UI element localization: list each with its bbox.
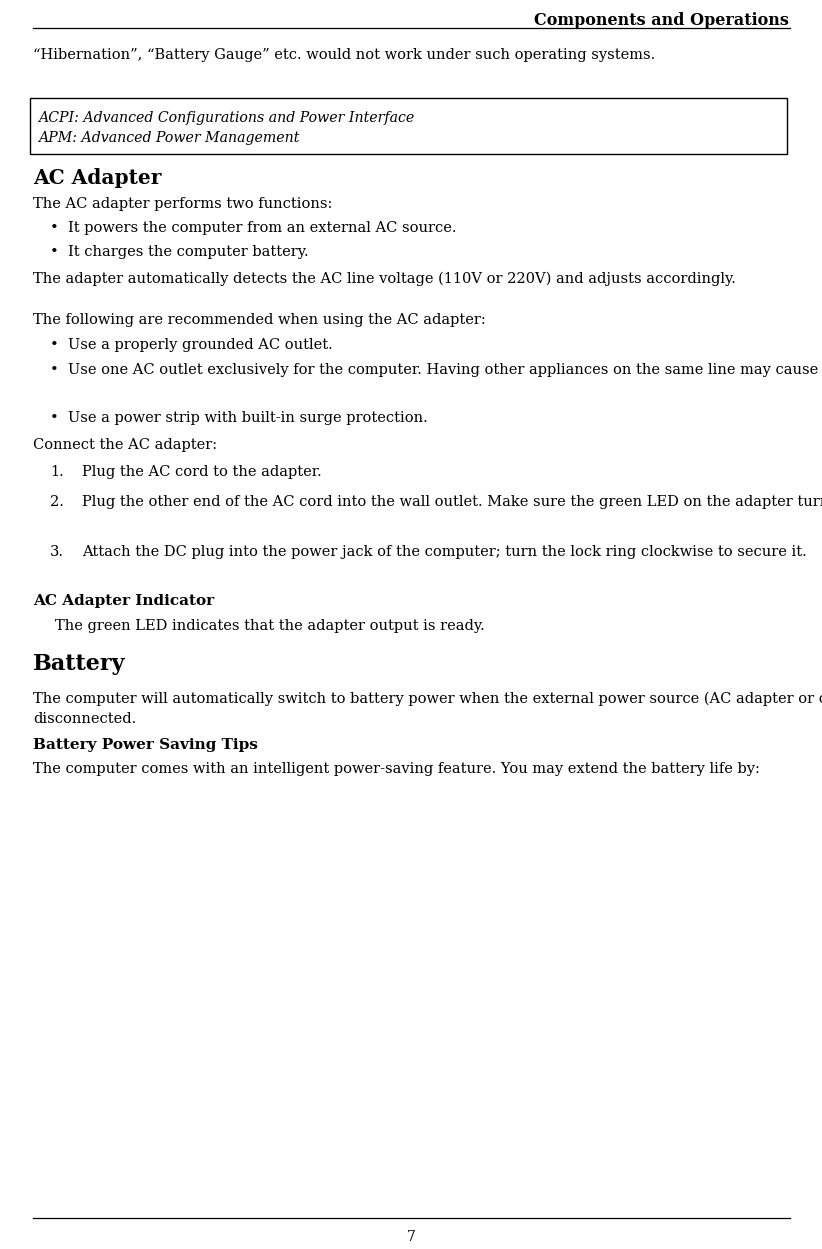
Text: 7: 7 xyxy=(407,1230,415,1244)
Text: The computer comes with an intelligent power-saving feature. You may extend the : The computer comes with an intelligent p… xyxy=(33,762,760,776)
Text: The following are recommended when using the AC adapter:: The following are recommended when using… xyxy=(33,313,486,327)
Text: •: • xyxy=(50,245,58,259)
Text: 3.: 3. xyxy=(50,545,64,560)
Bar xyxy=(30,97,787,154)
Text: APM: Advanced Power Management: APM: Advanced Power Management xyxy=(38,131,299,145)
Text: Battery: Battery xyxy=(33,653,126,674)
Text: AC Adapter: AC Adapter xyxy=(33,169,161,189)
Text: The computer will automatically switch to battery power when the external power : The computer will automatically switch t… xyxy=(33,692,822,707)
Text: ACPI: Advanced Configurations and Power Interface: ACPI: Advanced Configurations and Power … xyxy=(38,111,414,125)
Text: It charges the computer battery.: It charges the computer battery. xyxy=(68,245,308,259)
Text: 1.: 1. xyxy=(50,465,64,480)
Text: The green LED indicates that the adapter output is ready.: The green LED indicates that the adapter… xyxy=(55,620,485,633)
Text: Connect the AC adapter:: Connect the AC adapter: xyxy=(33,438,217,452)
Text: “Hibernation”, “Battery Gauge” etc. would not work under such operating systems.: “Hibernation”, “Battery Gauge” etc. woul… xyxy=(33,47,655,62)
Text: The AC adapter performs two functions:: The AC adapter performs two functions: xyxy=(33,197,332,211)
Text: disconnected.: disconnected. xyxy=(33,712,136,726)
Text: Components and Operations: Components and Operations xyxy=(534,12,789,29)
Text: 2.: 2. xyxy=(50,495,64,510)
Text: •: • xyxy=(50,338,58,352)
Text: •: • xyxy=(50,221,58,235)
Text: It powers the computer from an external AC source.: It powers the computer from an external … xyxy=(68,221,456,235)
Text: Use a properly grounded AC outlet.: Use a properly grounded AC outlet. xyxy=(68,338,333,352)
Text: Attach the DC plug into the power jack of the computer; turn the lock ring clock: Attach the DC plug into the power jack o… xyxy=(82,545,806,560)
Text: AC Adapter Indicator: AC Adapter Indicator xyxy=(33,595,214,608)
Text: Use one AC outlet exclusively for the computer. Having other appliances on the s: Use one AC outlet exclusively for the co… xyxy=(68,363,822,377)
Text: Plug the AC cord to the adapter.: Plug the AC cord to the adapter. xyxy=(82,465,321,480)
Text: •: • xyxy=(50,411,58,425)
Text: Plug the other end of the AC cord into the wall outlet. Make sure the green LED : Plug the other end of the AC cord into t… xyxy=(82,495,822,510)
Text: The adapter automatically detects the AC line voltage (110V or 220V) and adjusts: The adapter automatically detects the AC… xyxy=(33,272,736,286)
Text: Battery Power Saving Tips: Battery Power Saving Tips xyxy=(33,738,258,752)
Text: •: • xyxy=(50,363,58,377)
Text: Use a power strip with built-in surge protection.: Use a power strip with built-in surge pr… xyxy=(68,411,427,425)
